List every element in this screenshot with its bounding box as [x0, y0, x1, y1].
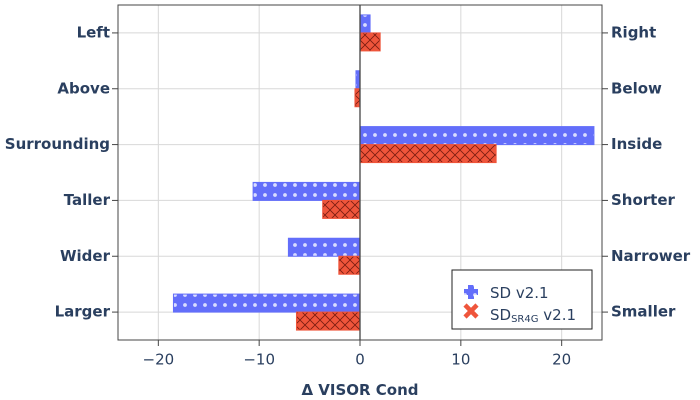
legend-label-sd: SD v2.1	[490, 284, 549, 302]
bar-sdsr4g-surrounding	[359, 144, 497, 164]
category-label-left: Left	[77, 23, 110, 41]
right-category-labels: Right Below Inside Shorter Narrower Smaller	[602, 23, 691, 321]
category-label-wider: Wider	[60, 247, 111, 265]
bar-sd-surrounding	[359, 126, 595, 146]
x-tick-labels: −20 −10 0 10 20	[143, 340, 571, 369]
category-label-above: Above	[57, 79, 110, 97]
category-label-surrounding: Surrounding	[5, 135, 110, 153]
legend-label-sdsr4g: SDSR4G v2.1	[490, 306, 576, 326]
x-axis-title: Δ VISOR Cond	[301, 381, 418, 399]
left-category-labels: Left Above Surrounding Taller Wider Larger	[5, 23, 118, 321]
opposite-label-below: Below	[611, 79, 662, 97]
bar-sdsr4g-left	[359, 32, 381, 52]
x-tick-label: −10	[243, 351, 275, 369]
opposite-label-inside: Inside	[611, 135, 662, 153]
legend-marker-sd	[464, 285, 478, 299]
opposite-label-narrower: Narrower	[611, 247, 691, 265]
x-tick-label: 20	[552, 351, 571, 369]
opposite-label-right: Right	[611, 23, 656, 41]
opposite-label-shorter: Shorter	[611, 191, 676, 209]
bar-sdsr4g-taller	[322, 199, 361, 219]
bar-sdsr4g-wider	[338, 255, 361, 275]
category-label-taller: Taller	[64, 191, 111, 209]
legend: SD v2.1 SDSR4G v2.1	[451, 269, 593, 330]
bar-sd-left	[359, 14, 371, 34]
bar-sd-wider	[287, 237, 361, 257]
x-tick-label: 0	[355, 351, 365, 369]
bar-sdsr4g-larger	[295, 311, 361, 331]
legend-box	[451, 269, 593, 330]
bars	[172, 14, 595, 331]
x-tick-label: 10	[451, 351, 470, 369]
bar-sd-larger	[172, 293, 361, 313]
x-tick-label: −20	[143, 351, 175, 369]
category-label-larger: Larger	[55, 303, 111, 321]
legend-marker-sdsr4g	[463, 303, 479, 319]
opposite-label-smaller: Smaller	[611, 303, 676, 321]
bar-sdsr4g-above	[354, 88, 361, 108]
bar-sd-taller	[252, 181, 361, 201]
